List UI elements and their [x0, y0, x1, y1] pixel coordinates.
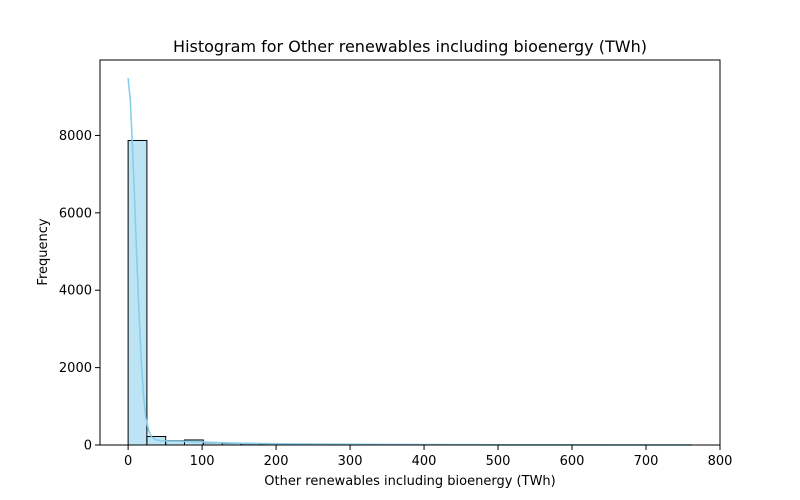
plot-area — [127, 78, 693, 446]
y-tick-label: 6000 — [59, 206, 92, 221]
x-tick-label: 100 — [190, 454, 215, 469]
x-tick-label: 800 — [708, 454, 733, 469]
x-axis-ticks: 0 100 200 300 400 500 600 700 800 — [124, 445, 732, 469]
y-tick-label: 4000 — [59, 284, 92, 299]
x-axis-label: Other renewables including bioenergy (TW… — [264, 474, 555, 489]
y-tick-label: 2000 — [59, 361, 92, 376]
x-tick-label: 200 — [264, 454, 289, 469]
x-tick-label: 300 — [338, 454, 363, 469]
y-tick-label: 0 — [84, 439, 92, 454]
x-tick-label: 0 — [124, 454, 132, 469]
chart-title: Histogram for Other renewables including… — [173, 37, 647, 56]
x-tick-label: 400 — [412, 454, 437, 469]
y-axis-label: Frequency — [36, 218, 51, 285]
x-tick-label: 600 — [560, 454, 585, 469]
x-tick-label: 500 — [486, 454, 511, 469]
y-axis-ticks: 0 2000 4000 6000 8000 — [59, 129, 100, 454]
x-tick-label: 700 — [634, 454, 659, 469]
plot-frame — [99, 59, 721, 446]
kde-curve — [127, 78, 692, 446]
y-tick-label: 8000 — [59, 129, 92, 144]
